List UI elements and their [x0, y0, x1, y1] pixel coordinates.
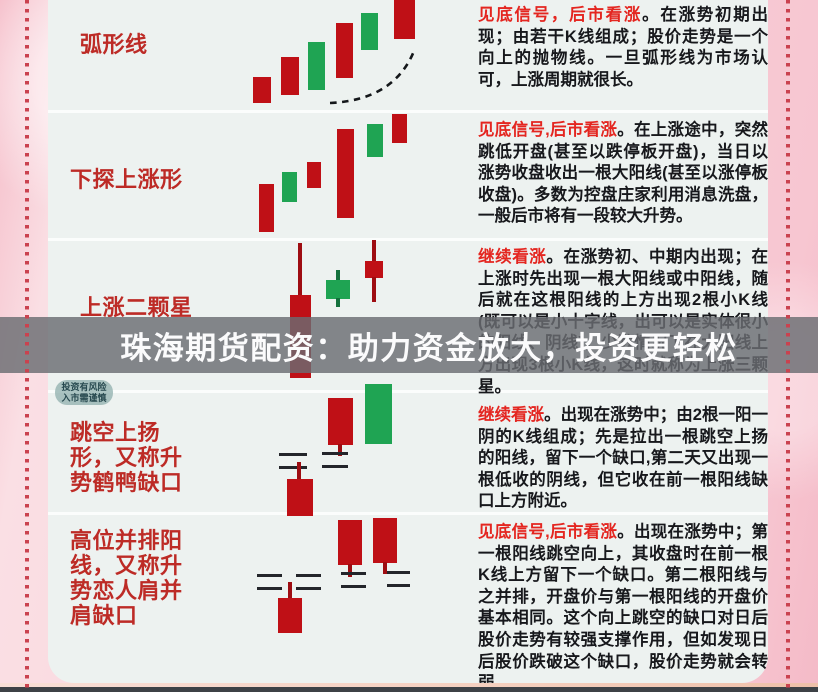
disclaimer-line1: 投资有风险	[61, 381, 107, 392]
disclaimer-line2: 入市需谨慎	[61, 392, 107, 403]
bottom-border-line	[0, 687, 818, 692]
watermark-banner: 珠海期货配资：助力资金放大，投资更轻松	[0, 317, 818, 373]
pattern-row-side-by-side: 高位并排阳线，又称升势恋人肩并肩缺口 见底信号,后市看涨。出现在涨势中；第一根阳…	[0, 515, 818, 692]
description-text: 。在涨势初期出现；由若干K线组成；股价走势是一个向上的抛物线。一旦弧形线为市场认…	[478, 6, 769, 89]
signal-text: 继续看涨	[478, 248, 547, 266]
pattern-description: 见底信号，后市看涨。在涨势初期出现；由若干K线组成；股价走势是一个向上的抛物线。…	[478, 5, 768, 91]
signal-text: 继续看涨	[478, 406, 545, 424]
pattern-name: 下探上涨形	[70, 167, 183, 192]
pattern-name: 高位并排阳线，又称升势恋人肩并肩缺口	[70, 528, 183, 628]
signal-text: 见底信号,后市看涨	[478, 121, 618, 139]
watermark-text: 珠海期货配资：助力资金放大，投资更轻松	[120, 330, 738, 366]
row-divider	[48, 110, 768, 113]
pattern-description: 见底信号,后市看涨。在上涨途中，突然跳低开盘(甚至以跌停板开盘)，当日以涨势收盘…	[478, 120, 768, 228]
pattern-row-probe-rise: 下探上涨形 见底信号,后市看涨。在上涨途中，突然跳低开盘(甚至以跌停板开盘)，当…	[0, 111, 818, 238]
signal-text: 见底信号,后市看涨	[478, 523, 618, 541]
description-text: 。出现在涨势中；第一根阳线跳空向上，其收盘时在前一根K线上方留下一个缺口。第二根…	[478, 523, 768, 692]
pattern-description: 见底信号,后市看涨。出现在涨势中；第一根阳线跳空向上，其收盘时在前一根K线上方留…	[478, 522, 768, 692]
signal-text: 见底信号，后市看涨	[478, 6, 643, 24]
pattern-row-gap-up: 跳空上扬形，又称升势鹤鸭缺口 继续看涨。出现在涨势中；由2根一阳一阴的K线组成；…	[0, 393, 818, 512]
pattern-name: 弧形线	[80, 32, 148, 57]
pattern-description: 继续看涨。出现在涨势中；由2根一阳一阴的K线组成；先是拉出一根跳空上扬的阳线，留…	[478, 405, 768, 513]
row-divider	[48, 512, 768, 515]
risk-disclaimer-badge: 投资有风险 入市需谨慎	[55, 380, 113, 405]
right-dotted-border	[786, 0, 790, 692]
description-text: 。出现在涨势中；由2根一阳一阴的K线组成；先是拉出一根跳空上扬的阳线，留下一个缺…	[478, 406, 768, 511]
left-dotted-border	[25, 0, 29, 692]
pattern-name: 跳空上扬形，又称升势鹤鸭缺口	[70, 420, 183, 495]
pattern-row-arc-line: 弧形线 见底信号，后市看涨。在涨势初期出现；由若干K线组成；股价走势是一个向上的…	[0, 0, 818, 110]
row-divider	[48, 238, 768, 241]
pattern-name: 上涨二颗星	[80, 295, 193, 320]
row-divider	[48, 390, 768, 393]
description-text: 。在上涨途中，突然跳低开盘(甚至以跌停板开盘)，当日以涨势收盘收出一根大阳线(甚…	[478, 121, 768, 226]
